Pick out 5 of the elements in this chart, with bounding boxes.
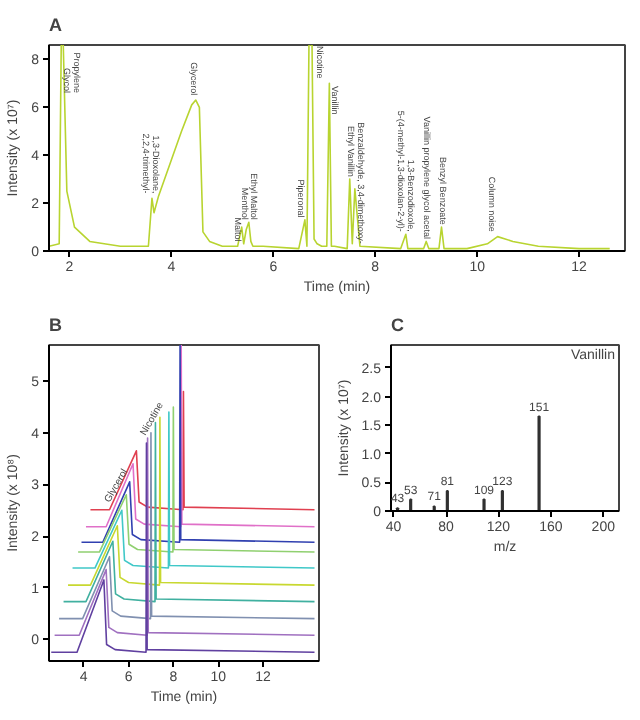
chart-title: B	[49, 315, 63, 335]
line-series	[49, 45, 611, 250]
chart-title: A	[49, 15, 63, 35]
line-series	[89, 390, 316, 511]
chart-title: C	[391, 315, 405, 335]
